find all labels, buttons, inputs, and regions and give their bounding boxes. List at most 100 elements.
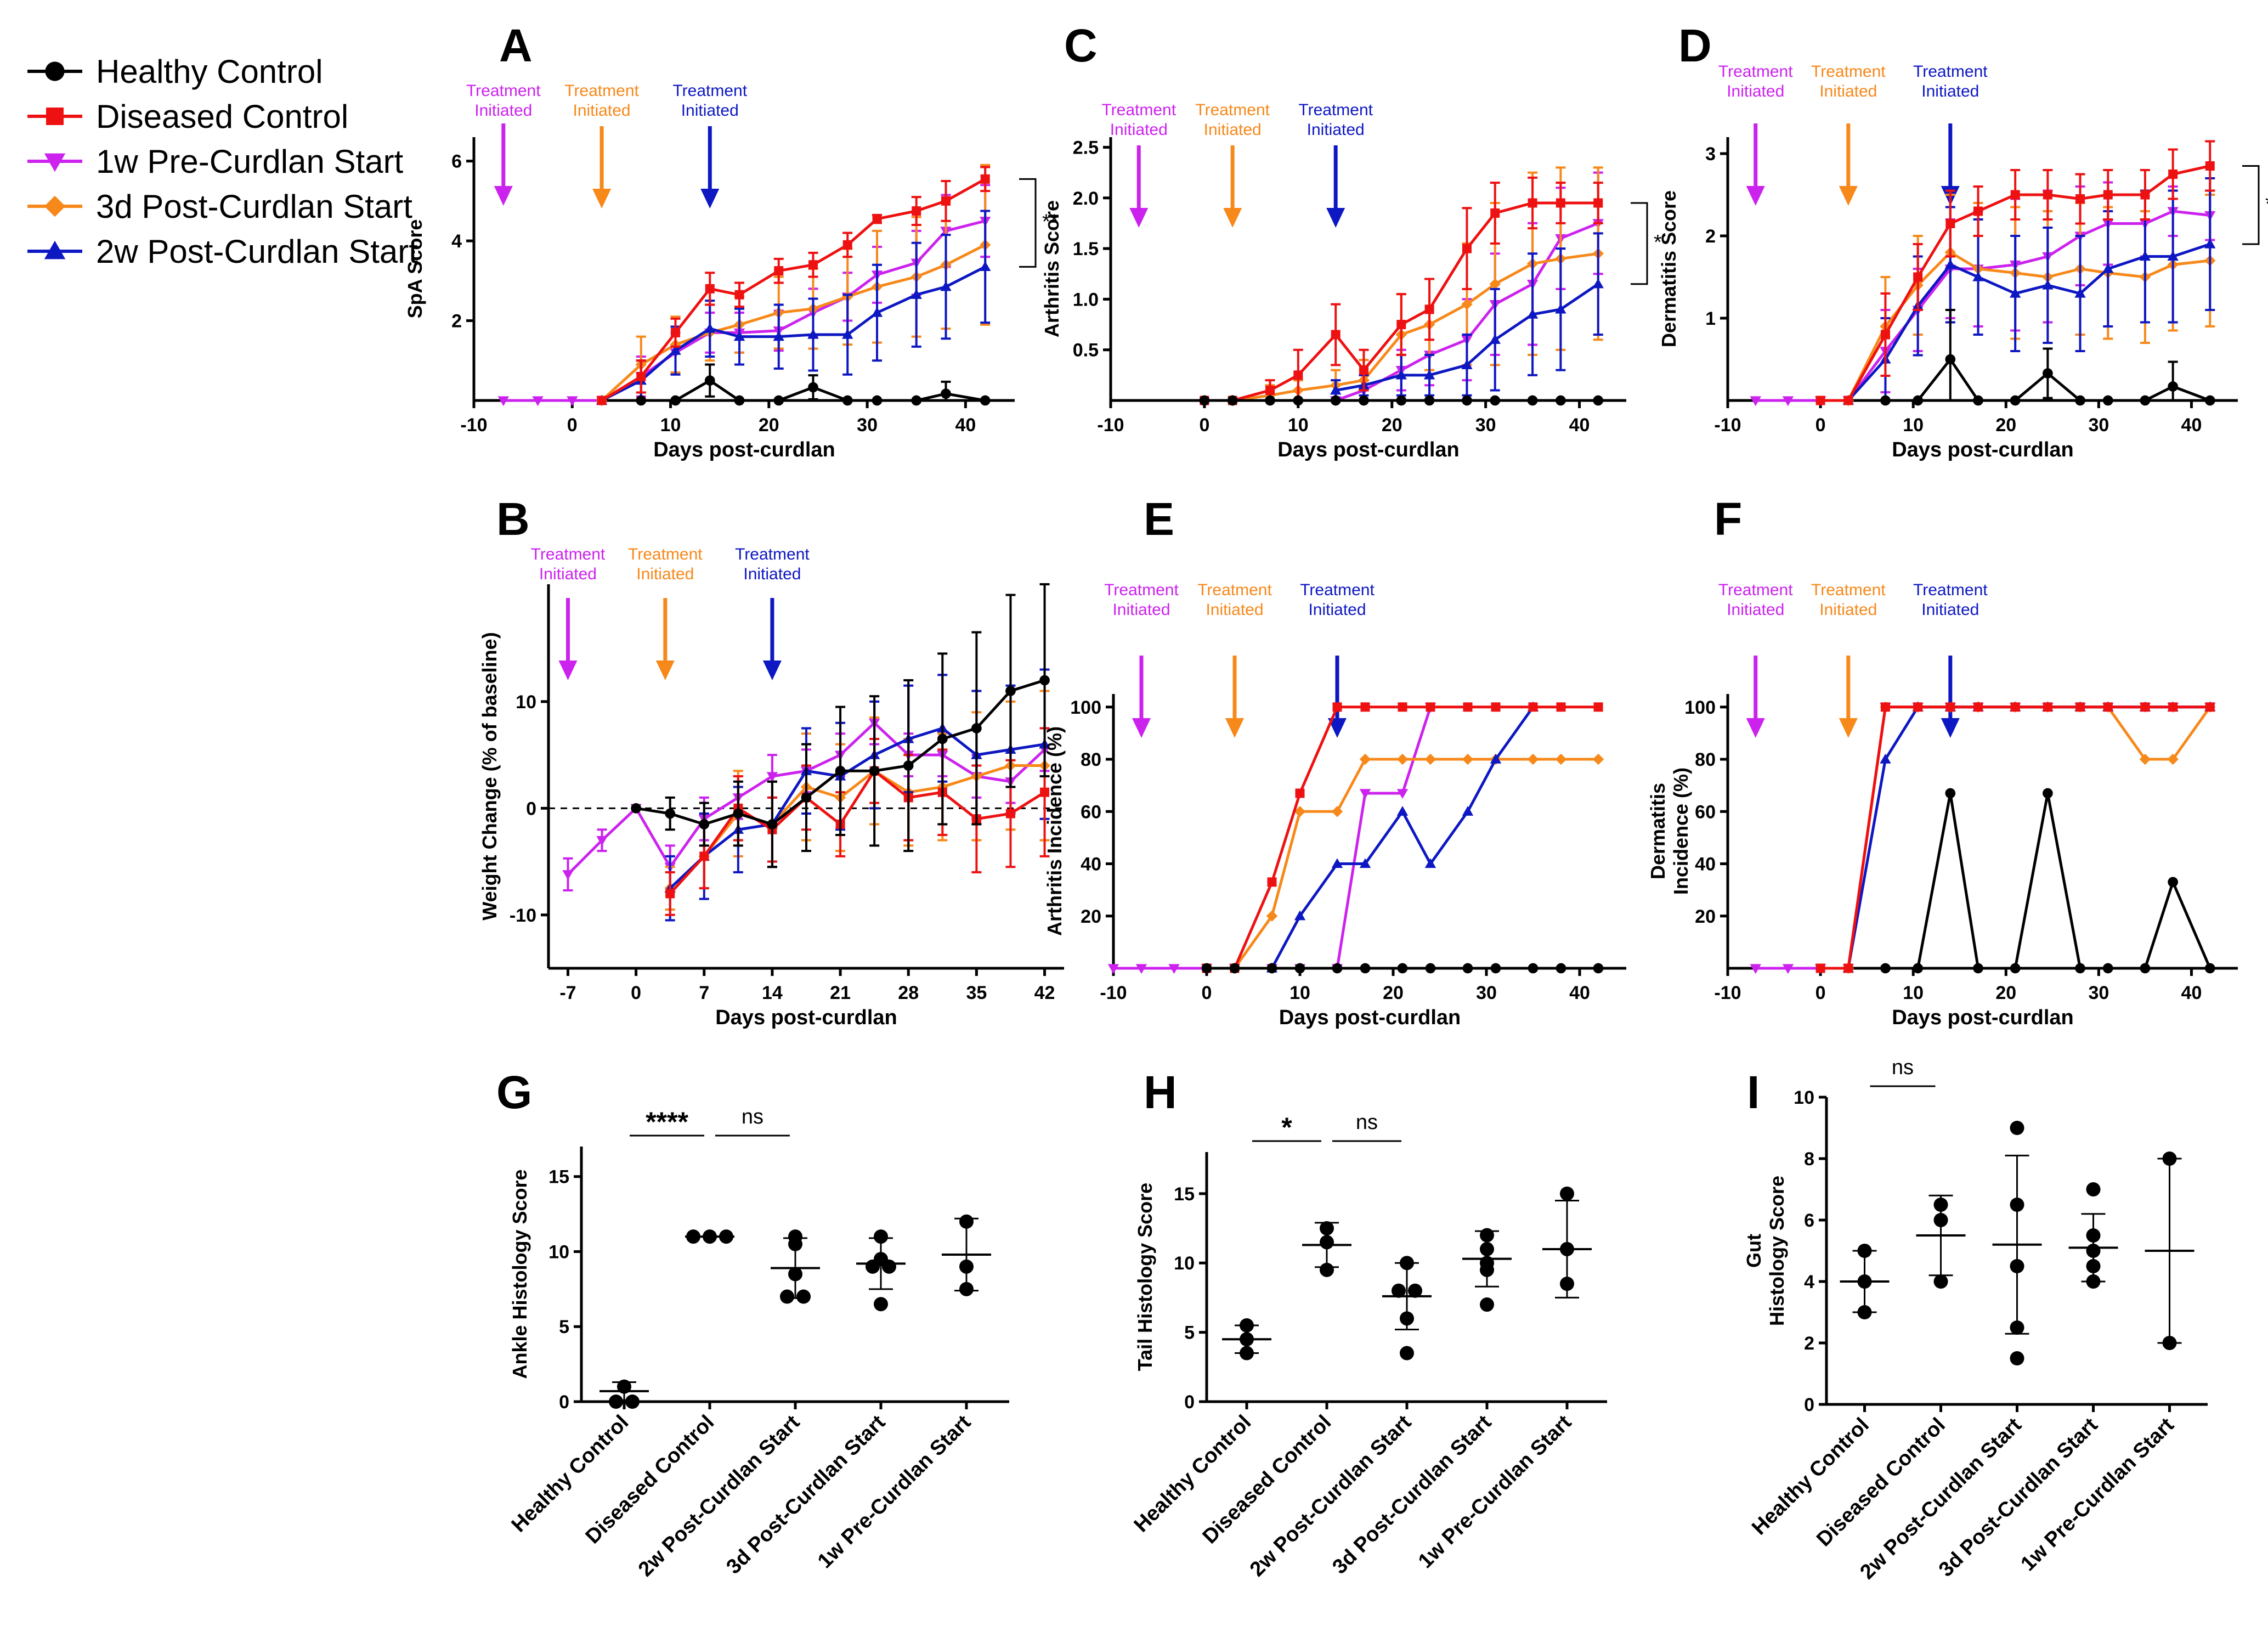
- treatment-annotation-line2: Initiated: [1727, 82, 1784, 100]
- data-point-pre1w: [497, 396, 509, 407]
- data-point: [1392, 1283, 1406, 1298]
- data-point-healthy: [1973, 395, 1983, 406]
- data-point-diseased: [734, 290, 744, 300]
- treatment-annotation-line2: Initiated: [1819, 601, 1877, 619]
- legend-marker-post2w: [44, 240, 66, 259]
- y-tick-label: 60: [1081, 801, 1101, 822]
- treatment-arrow-head: [1839, 186, 1858, 206]
- data-point-pre1w: [1168, 964, 1180, 974]
- treatment-annotation-line2: Initiated: [1727, 601, 1784, 619]
- y-tick-label: 100: [1070, 697, 1101, 718]
- series-diseased: [1815, 140, 2215, 405]
- data-point-healthy: [2010, 963, 2021, 974]
- data-point-healthy: [1396, 395, 1407, 406]
- data-point-diseased: [1945, 219, 1955, 228]
- series-post2w: [1330, 232, 1604, 402]
- treatment-annotation-line2: Initiated: [743, 565, 801, 583]
- panel-letter-F: F: [1714, 493, 1742, 545]
- data-point-diseased: [1843, 396, 1853, 405]
- data-point-healthy: [1266, 963, 1277, 974]
- data-point-post2w: [1424, 858, 1436, 868]
- data-point-healthy: [1229, 963, 1240, 974]
- treatment-arrow-head: [494, 186, 513, 206]
- y-axis-label-line: Incidence (%): [1670, 767, 1692, 895]
- y-tick-label: 60: [1695, 801, 1716, 822]
- data-point-healthy: [631, 803, 641, 814]
- data-point-diseased: [1424, 304, 1434, 314]
- data-point-diseased: [1528, 702, 1538, 712]
- data-point-diseased: [912, 206, 921, 216]
- data-point-post2w: [871, 307, 883, 317]
- data-point-diseased: [1815, 963, 1825, 973]
- data-point-healthy: [1913, 963, 1923, 974]
- data-point-diseased: [1426, 702, 1435, 712]
- data-point: [2086, 1182, 2101, 1196]
- treatment-annotation-line2: Initiated: [1921, 82, 1979, 100]
- series-healthy: [1199, 395, 1604, 406]
- data-point-diseased: [1462, 244, 1472, 253]
- treatment-arrow-head: [1326, 208, 1345, 228]
- x-tick-label: 40: [1569, 983, 1590, 1003]
- data-point-healthy: [2010, 395, 2021, 406]
- y-tick-label: 20: [1081, 906, 1101, 927]
- data-point-healthy: [941, 388, 951, 399]
- treatment-annotation-line1: Treatment: [564, 82, 639, 100]
- data-point-pre1w: [596, 836, 608, 846]
- y-tick-label: 40: [1081, 854, 1101, 875]
- panel-letter-H: H: [1144, 1066, 1177, 1118]
- data-point-diseased: [2043, 190, 2052, 200]
- series-line-healthy: [1885, 793, 2212, 970]
- series-line-post2w: [1847, 242, 2211, 402]
- data-point-post2w: [1555, 303, 1566, 314]
- data-point-diseased: [2043, 702, 2052, 712]
- y-axis-label: GutHistology Score: [1743, 1176, 1788, 1326]
- x-tick-label: 0: [1202, 983, 1212, 1003]
- data-point-healthy: [1330, 395, 1341, 406]
- series-line-post3d: [669, 764, 1045, 889]
- y-tick-label: 10: [516, 692, 536, 713]
- data-point-healthy: [2168, 381, 2178, 392]
- treatment-arrow-head: [558, 661, 578, 680]
- data-point-diseased: [980, 174, 990, 184]
- series-healthy: [1201, 963, 1604, 974]
- x-tick-label: 0: [567, 415, 578, 436]
- treatment-annotation-line1: Treatment: [1913, 581, 1988, 599]
- data-point-healthy: [1425, 963, 1436, 974]
- data-point: [874, 1297, 888, 1312]
- data-point-diseased: [597, 396, 607, 405]
- x-tick-label: 30: [2088, 415, 2109, 436]
- data-point-post2w: [2042, 279, 2054, 290]
- y-tick-label: 8: [1804, 1149, 1814, 1170]
- x-tick-label: 14: [762, 983, 783, 1003]
- data-point-healthy: [1556, 963, 1566, 974]
- data-point-post2w: [940, 281, 952, 291]
- data-point-healthy: [2043, 788, 2053, 799]
- data-point-diseased: [1556, 198, 1565, 208]
- y-axis-label-line: Histology Score: [1766, 1176, 1788, 1326]
- treatment-annotation-line2: Initiated: [1307, 121, 1365, 139]
- data-point-post3d: [1424, 753, 1436, 765]
- x-tick-label: -10: [1714, 415, 1741, 436]
- data-point: [609, 1395, 623, 1409]
- series-line-post3d: [1847, 705, 2212, 969]
- y-tick-label: 2: [1705, 226, 1716, 247]
- data-point-healthy: [1945, 354, 1956, 365]
- data-point-diseased: [1528, 198, 1537, 208]
- x-tick-label: -10: [460, 415, 487, 436]
- y-tick-label: 5: [559, 1317, 569, 1337]
- x-tick-label: 21: [830, 983, 851, 1003]
- treatment-annotation-line1: Treatment: [1718, 63, 1793, 81]
- data-point: [874, 1229, 888, 1244]
- y-tick-label: 100: [1684, 697, 1716, 718]
- data-point-post2w: [1490, 753, 1502, 764]
- data-point-pre1w: [1782, 964, 1794, 974]
- data-point-post3d: [1489, 278, 1501, 290]
- data-point-diseased: [2168, 170, 2178, 179]
- data-point-diseased: [1880, 330, 1890, 340]
- data-point-healthy: [2102, 963, 2113, 974]
- data-point-diseased: [2010, 702, 2020, 712]
- panel-C: C -10 0 10 20 30 40 0.5 1.0 1.5 2.0 2.5 Days post-cu…: [1040, 20, 1662, 461]
- treatment-annotation-line1: Treatment: [1195, 101, 1270, 119]
- data-point-post3d: [1527, 753, 1539, 765]
